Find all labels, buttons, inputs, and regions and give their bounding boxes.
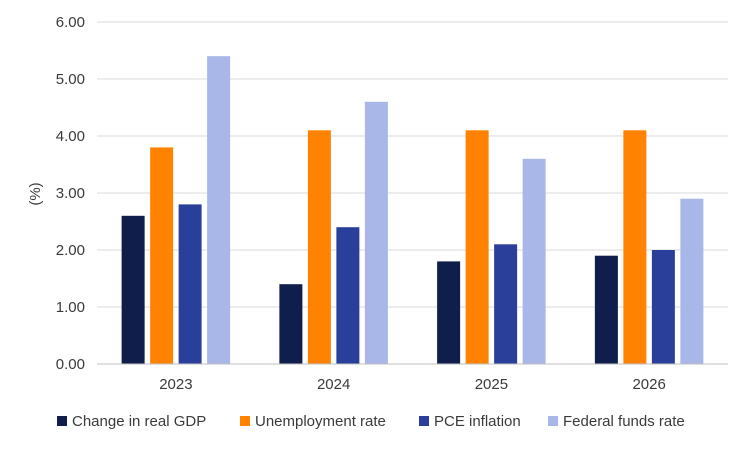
bar-federal-funds-rate-2026 — [680, 198, 704, 364]
y-tick-label: 0.00 — [56, 356, 85, 373]
y-tick-label: 3.00 — [56, 185, 85, 202]
bar-pce-inflation-2025 — [494, 244, 518, 364]
bar-federal-funds-rate-2025 — [522, 158, 546, 364]
legend-label: Unemployment rate — [255, 413, 386, 430]
bar-change-in-real-gdp-2023 — [121, 215, 145, 364]
bar-change-in-real-gdp-2025 — [437, 261, 461, 364]
bar-change-in-real-gdp-2024 — [279, 284, 303, 364]
axes: (%) 0.00 1.00 2.00 3.00 4.00 5.00 6.00 2023 2024… — [27, 14, 728, 393]
bar-change-in-real-gdp-2026 — [594, 255, 618, 364]
legend-swatch — [419, 416, 429, 426]
y-tick-label: 2.00 — [56, 242, 85, 259]
bar-unemployment-rate-2023 — [150, 147, 174, 364]
y-axis-title: (%) — [27, 182, 44, 205]
legend-label: Change in real GDP — [72, 413, 206, 430]
bar-unemployment-rate-2024 — [307, 130, 331, 364]
x-tick-label: 2024 — [317, 376, 350, 393]
legend-swatch — [548, 416, 558, 426]
y-tick-label: 6.00 — [56, 14, 85, 31]
legend-label: PCE inflation — [434, 413, 521, 430]
bar-unemployment-rate-2026 — [623, 130, 647, 364]
legend-swatch — [240, 416, 250, 426]
bar-pce-inflation-2024 — [336, 227, 360, 364]
bar-federal-funds-rate-2023 — [207, 56, 231, 364]
gridlines — [97, 21, 728, 308]
legend: Change in real GDP Unemployment rate PCE i… — [57, 413, 685, 430]
x-tick-label: 2026 — [632, 376, 665, 393]
bar-unemployment-rate-2025 — [465, 130, 489, 364]
legend-label: Federal funds rate — [563, 413, 685, 430]
y-tick-label: 4.00 — [56, 128, 85, 145]
bar-pce-inflation-2026 — [651, 250, 675, 364]
bar-federal-funds-rate-2024 — [364, 101, 388, 365]
x-tick-label: 2025 — [475, 376, 508, 393]
y-tick-label: 5.00 — [56, 71, 85, 88]
bar-pce-inflation-2023 — [178, 204, 202, 364]
legend-swatch — [57, 416, 67, 426]
y-tick-label: 1.00 — [56, 299, 85, 316]
bars — [121, 56, 704, 365]
x-tick-label: 2023 — [159, 376, 192, 393]
